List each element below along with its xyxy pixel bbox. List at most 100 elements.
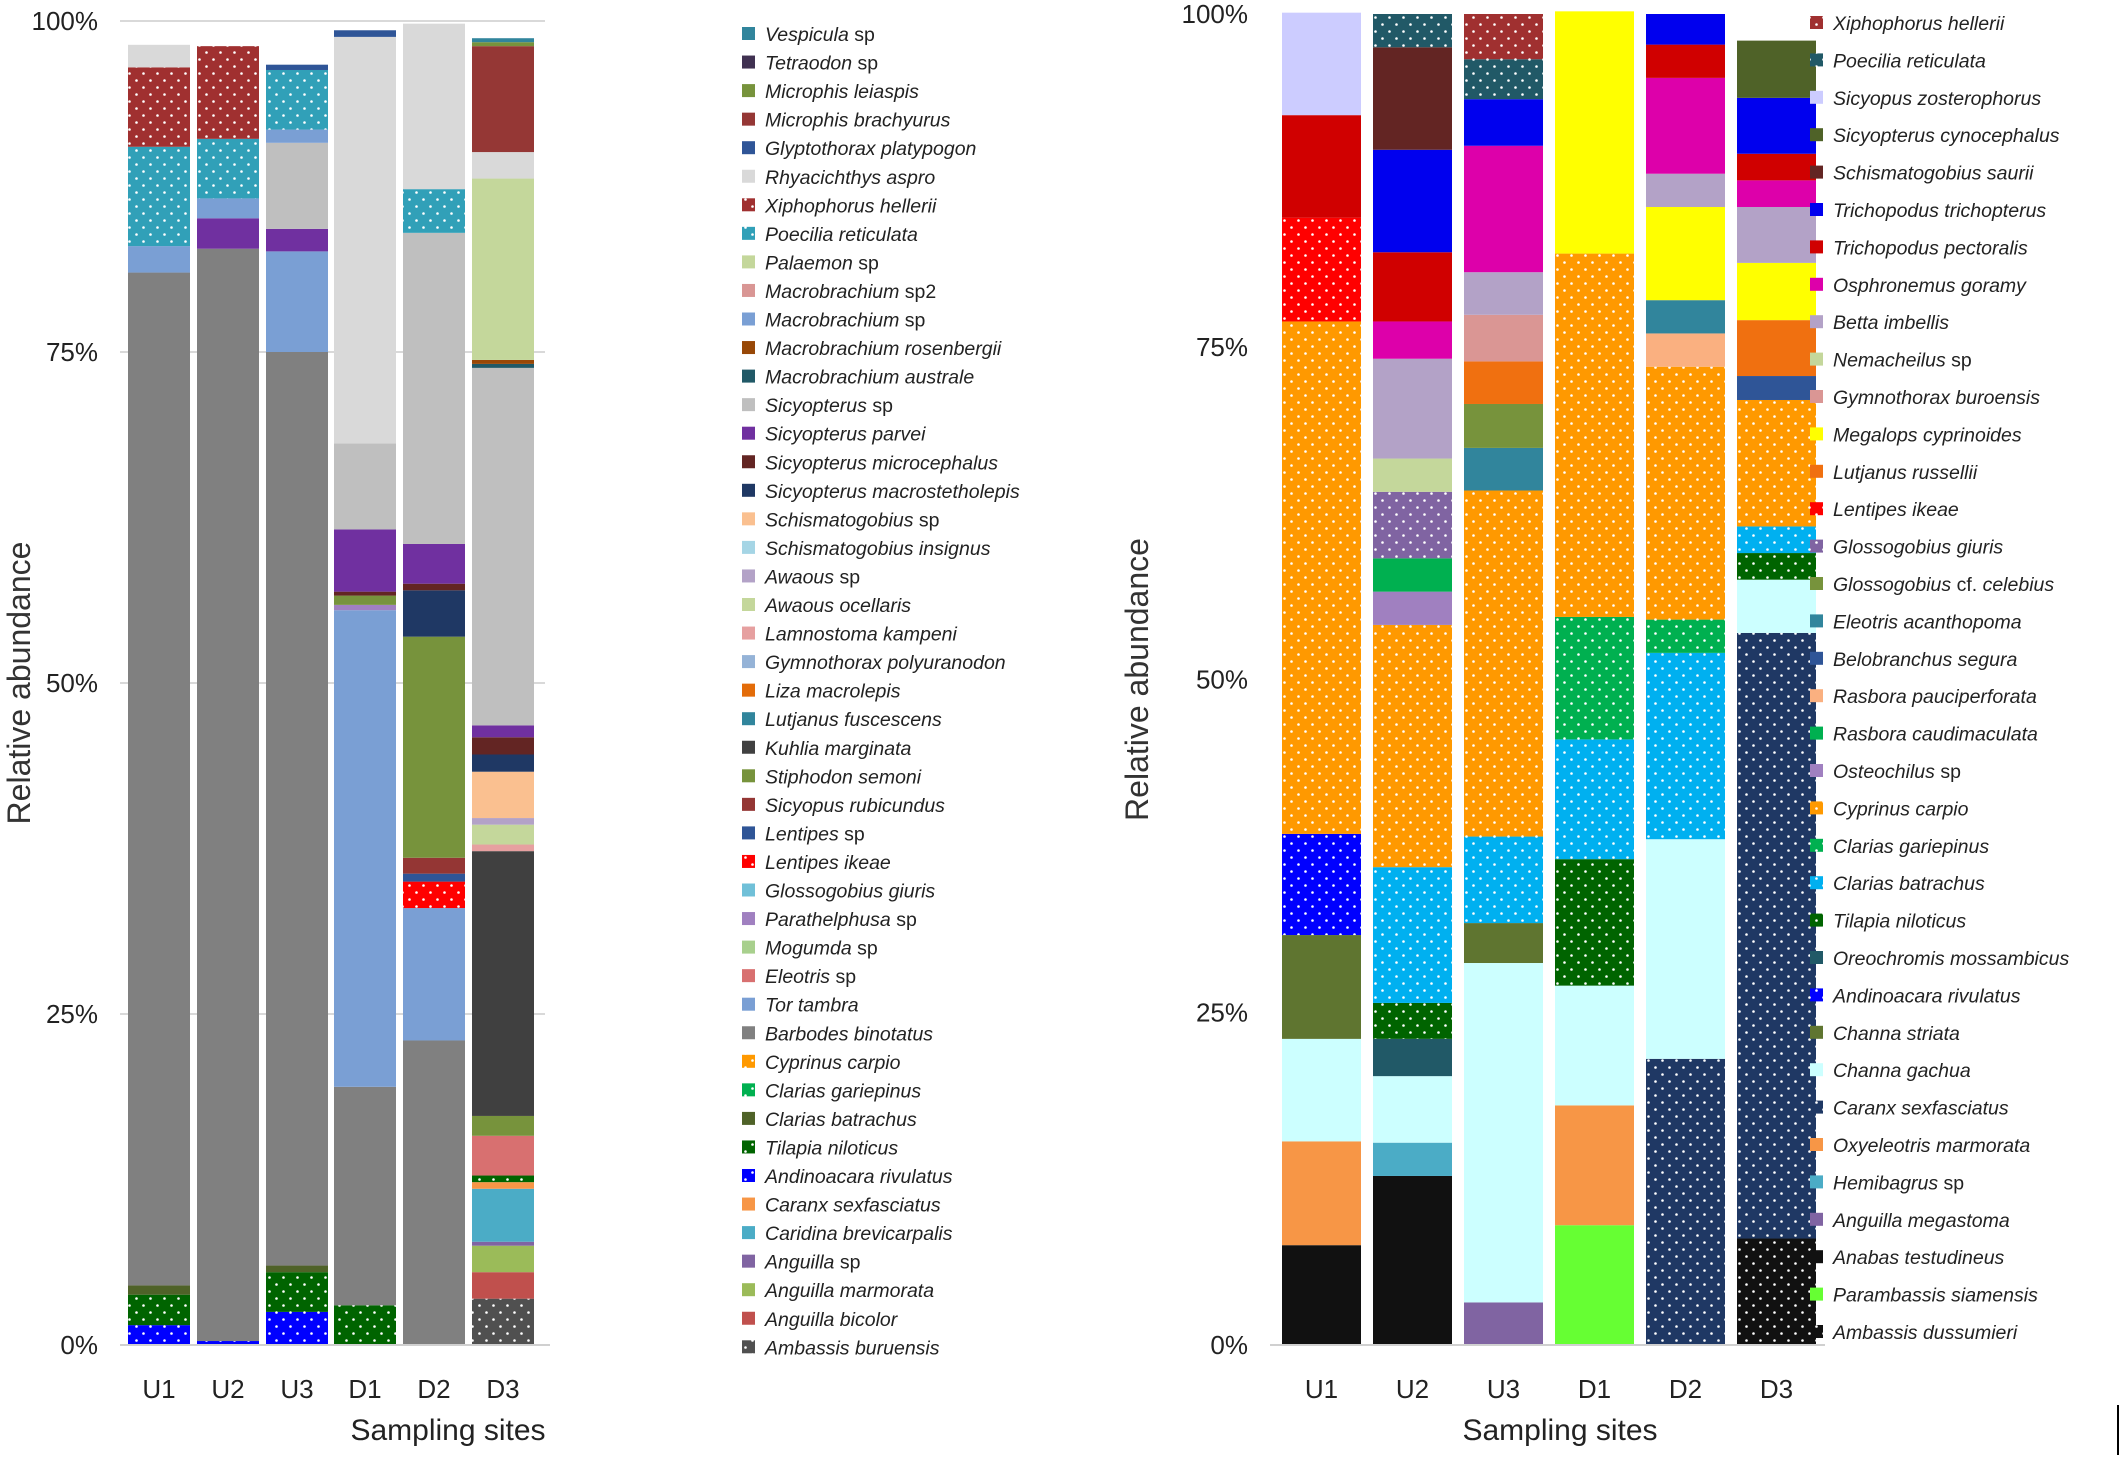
legend-entry: Palaemon sp — [765, 252, 879, 274]
bar-segment — [1555, 1225, 1634, 1345]
legend-swatch — [742, 1311, 755, 1325]
bar-segment — [1282, 935, 1361, 1039]
bar-segment — [1646, 366, 1725, 620]
y-axis-title: Relative abundance — [1, 542, 37, 825]
bar-segment — [1555, 859, 1634, 986]
legend-entry: Oxyeleotris marmorata — [1833, 1135, 2030, 1157]
legend-swatch — [742, 940, 755, 954]
x-axis-title: Sampling sites — [350, 1414, 545, 1447]
legend-swatch — [1810, 240, 1823, 254]
bar-segment — [472, 1298, 534, 1345]
legend-swatch — [1810, 913, 1823, 927]
bar-segment — [403, 232, 465, 544]
bar-segment — [1737, 553, 1816, 580]
legend-entry: Anguilla bicolor — [764, 1309, 899, 1331]
legend-entry: Cyprinus carpio — [1833, 798, 1969, 820]
legend-entry: Belobranchus segura — [1833, 649, 2017, 671]
legend-entry: Sicyopterus cynocephalus — [1833, 125, 2060, 147]
legend-swatch — [742, 283, 755, 297]
legend-swatch — [742, 141, 755, 155]
bar-segment — [1282, 217, 1361, 322]
legend-entry: Eleotris sp — [765, 966, 856, 988]
bar-segment — [1555, 1105, 1634, 1226]
legend-swatch — [742, 826, 755, 840]
legend-entry: Clarias batrachus — [765, 1109, 917, 1131]
bar-segment — [128, 44, 190, 68]
bar-segment — [197, 46, 259, 139]
legend-swatch — [742, 112, 755, 126]
legend-swatch — [1810, 1100, 1823, 1114]
legend-swatch — [742, 969, 755, 983]
legend-swatch — [742, 1111, 755, 1125]
bar-segment — [197, 1341, 259, 1345]
legend-swatch — [742, 854, 755, 868]
legend-entry: Clarias gariepinus — [1833, 836, 1989, 858]
legend-swatch — [742, 655, 755, 669]
x-tick-label: D1 — [348, 1374, 381, 1404]
legend-entry: Glossogobius cf. celebius — [1833, 574, 2054, 596]
legend-swatch — [1810, 801, 1823, 815]
bar-segment — [1464, 923, 1543, 964]
legend-entry: Mogumda sp — [765, 938, 878, 960]
right-chart: 0% 25% 50% 75% 100% U1 U2 U3 D1 D2 D3 Sampling site… — [1119, 0, 2069, 1447]
bar-segment — [1282, 1038, 1361, 1142]
legend-swatch — [742, 997, 755, 1011]
bar-segment — [128, 246, 190, 273]
bar-segment — [1737, 526, 1816, 554]
legend-swatch — [1810, 427, 1823, 441]
legend-swatch — [1810, 951, 1823, 964]
legend-swatch — [742, 1169, 755, 1182]
bar-segment — [1464, 99, 1543, 146]
legend-entry: Stiphodon semoni — [765, 766, 922, 788]
x-tick-label: U3 — [1487, 1374, 1520, 1404]
bar-segment — [472, 1188, 534, 1242]
legend-entry: Gymnothorax polyuranodon — [765, 652, 1006, 674]
bar-segment — [1464, 361, 1543, 404]
legend-entry: Sicyopterus microcephalus — [765, 452, 998, 474]
bar-segment — [266, 228, 328, 252]
legend-entry: Channa gachua — [1833, 1060, 1971, 1082]
bar-segment — [1373, 591, 1452, 625]
legend-entry: Anguilla megastoma — [1832, 1210, 2010, 1232]
legend-entry: Sicyopterus parvei — [765, 424, 926, 446]
legend-entry: Schismatogobius saurii — [1833, 163, 2034, 185]
bar-segment — [1555, 11, 1634, 254]
legend-entry: Nemacheilus sp — [1833, 350, 1972, 372]
legend-entry: Tetraodon sp — [765, 53, 878, 75]
legend-entry: Osphronemus goramy — [1833, 275, 2027, 297]
legend-swatch — [1810, 1212, 1823, 1226]
bar-segment — [403, 908, 465, 1041]
bar-segment — [1464, 403, 1543, 448]
bar-segment — [1555, 739, 1634, 860]
bar-segment — [1646, 206, 1725, 301]
y-tick-label: 75% — [1196, 332, 1248, 362]
legend-swatch — [742, 27, 755, 40]
bar-segment — [1646, 333, 1725, 367]
legend-entry: Betta imbellis — [1833, 312, 1949, 334]
legend-entry: Rasbora pauciperforata — [1833, 686, 2037, 708]
legend-swatch — [742, 740, 755, 754]
bar-segment — [472, 754, 534, 772]
legend-swatch — [742, 712, 755, 726]
legend-swatch — [1810, 1325, 1823, 1338]
bar-segment — [128, 67, 190, 147]
bar-segment — [1373, 1076, 1452, 1143]
bar-segment — [197, 138, 259, 199]
bar-segment — [128, 1325, 190, 1345]
bar-segment — [472, 818, 534, 825]
legend-entry: Schismatogobius insignus — [765, 538, 991, 560]
legend-entry: Trichopodus trichopterus — [1833, 200, 2046, 222]
bar-segment — [403, 23, 465, 190]
bar-segment — [472, 1245, 534, 1273]
bar-segment — [472, 851, 534, 1116]
bar-segment — [1737, 399, 1816, 527]
legend-swatch — [1810, 689, 1823, 703]
legend-entry: Microphis leiaspis — [765, 81, 919, 103]
y-tick-label: 25% — [1196, 997, 1248, 1027]
bar-segment — [472, 152, 534, 179]
legend-swatch — [742, 1026, 755, 1040]
bar-segment — [1373, 47, 1452, 150]
bar-segment — [1646, 77, 1725, 174]
bar-segment — [472, 771, 534, 819]
bar-segment — [1373, 1038, 1452, 1077]
